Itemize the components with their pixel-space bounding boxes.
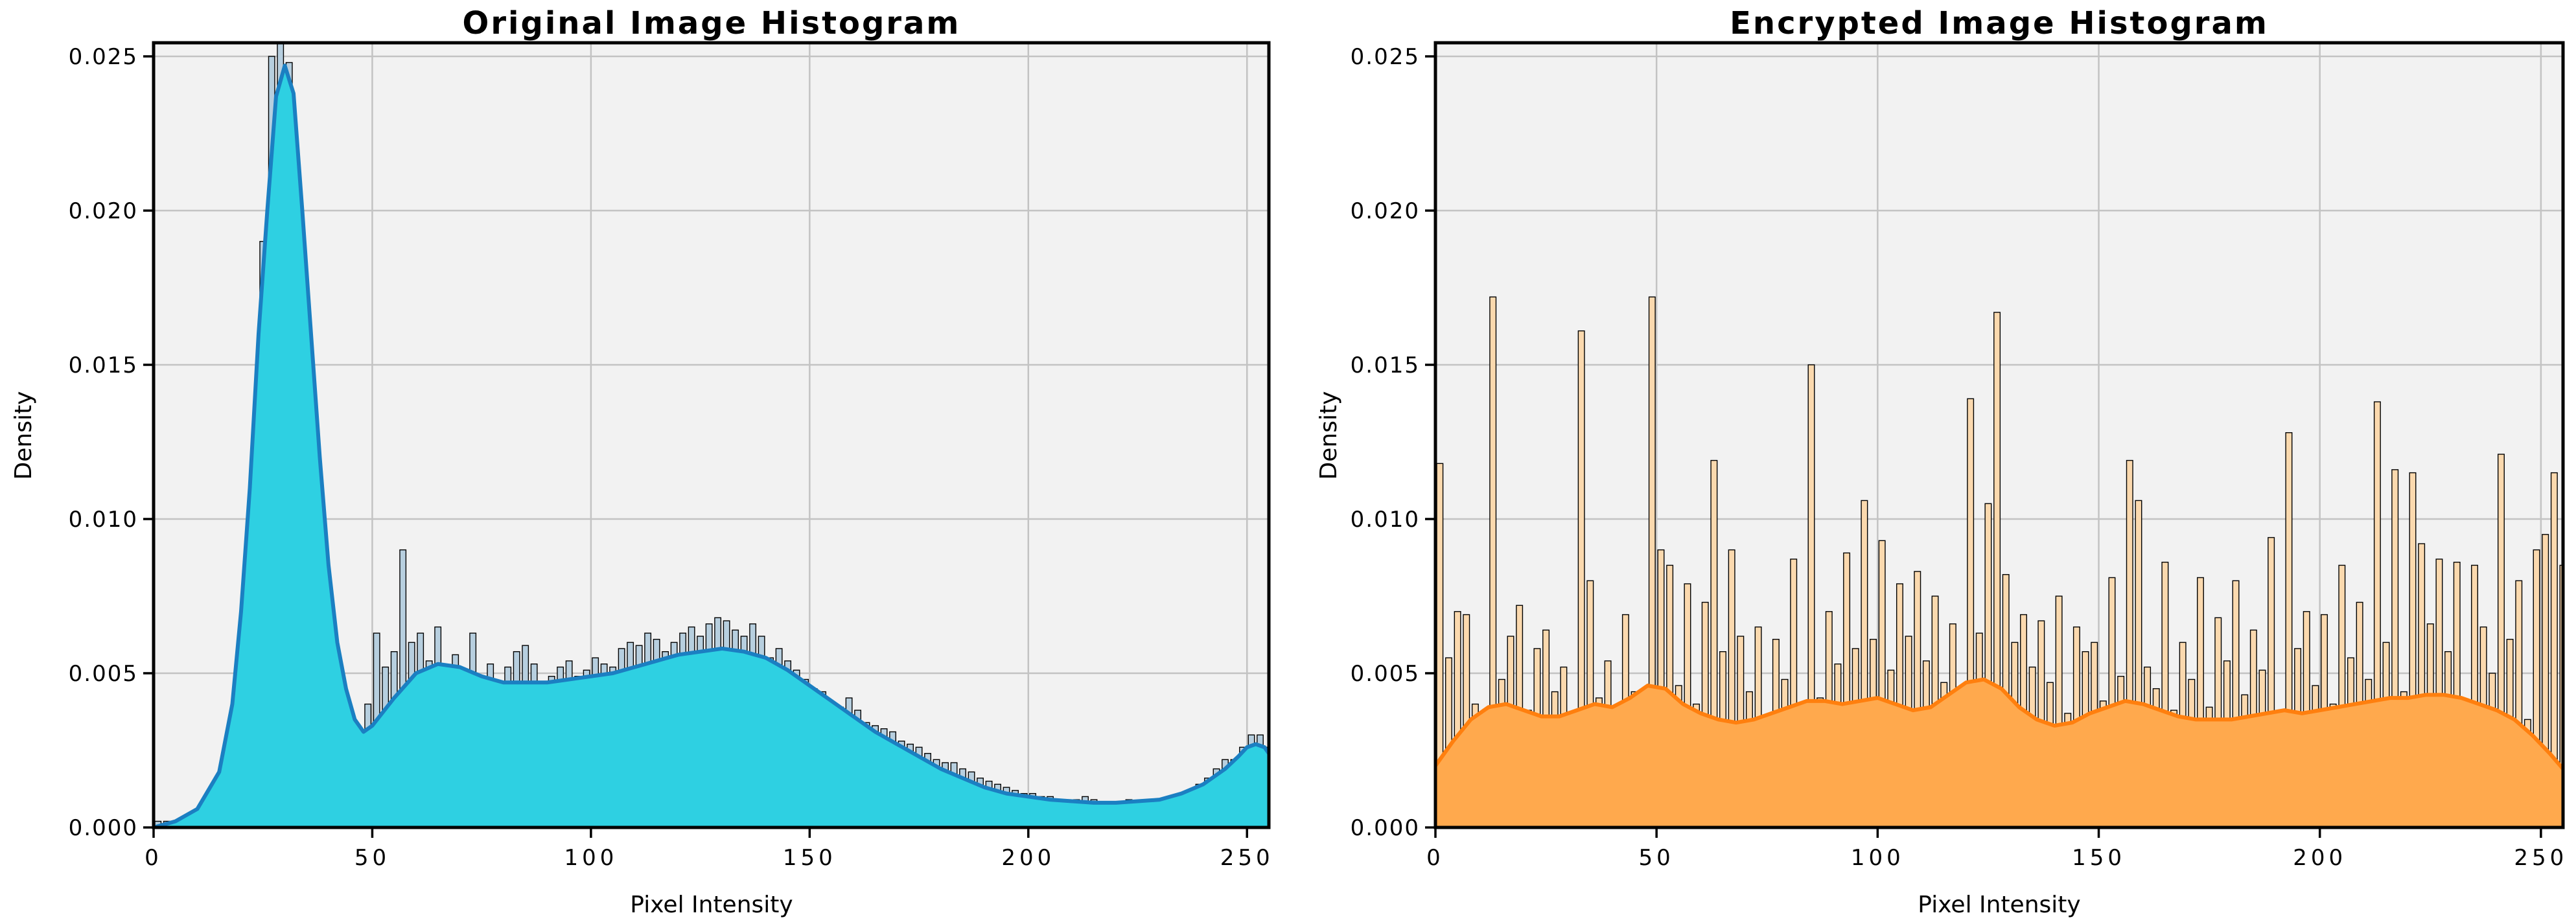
y-tick-label: 0.020 xyxy=(1351,198,1420,224)
y-tick-label: 0.015 xyxy=(1351,352,1420,378)
x-tick-label: 150 xyxy=(2072,845,2126,871)
encrypted-histogram-panel: 0 50 100 150 200 250 0.000 0.005 0.010 0.015 0.020… xyxy=(1316,5,2568,918)
histogram-bar xyxy=(1878,540,1886,827)
x-tick-label: 50 xyxy=(354,845,390,871)
encrypted-histogram-title: Encrypted Image Histogram xyxy=(1730,5,2269,41)
histogram-bar xyxy=(2232,580,2240,827)
histogram-bar xyxy=(2285,432,2293,827)
kde-area xyxy=(1435,679,2563,827)
x-tick-label: 100 xyxy=(1851,845,1905,871)
x-tick-label: 50 xyxy=(1639,845,1675,871)
y-tick-label: 0.020 xyxy=(69,198,138,224)
histogram-bar xyxy=(1454,611,1461,827)
histogram-bar xyxy=(2409,472,2417,827)
kde-line xyxy=(154,64,1269,827)
y-tick-label: 0.005 xyxy=(69,661,138,687)
x-tick-label: 200 xyxy=(2293,845,2347,871)
y-tick-label: 0.005 xyxy=(1351,661,1420,687)
histogram-bar xyxy=(2196,577,2204,827)
histogram-bar xyxy=(2515,580,2523,827)
original-histogram-panel: 0 50 100 150 200 250 0.000 0.005 0.010 0.015 0.020… xyxy=(10,5,1274,918)
kde-layer xyxy=(1435,677,2563,827)
y-tick-label: 0.000 xyxy=(69,815,138,841)
histogram-bar xyxy=(2418,543,2426,827)
histogram-bar xyxy=(2135,500,2142,827)
histogram-bar xyxy=(1577,330,1585,827)
y-tick-label: 0.025 xyxy=(1351,44,1420,70)
histogram-bar xyxy=(1861,500,1868,827)
histogram-bar xyxy=(2161,561,2169,827)
histogram-bar xyxy=(2126,459,2133,827)
y-tick-label: 0.010 xyxy=(69,507,138,533)
kde-area xyxy=(154,65,1269,827)
axes-spines xyxy=(1433,41,2565,829)
histogram-bar xyxy=(2268,537,2275,827)
histogram-bar xyxy=(1967,398,1975,827)
y-tick-label: 0.015 xyxy=(69,352,138,378)
histogram-bar xyxy=(1807,364,1815,827)
kde-layer xyxy=(154,64,1269,827)
x-tick-label: 250 xyxy=(1220,845,1274,871)
x-tick-label: 0 xyxy=(145,845,163,871)
histogram-bar xyxy=(2338,564,2346,827)
original-yaxis-label: Density xyxy=(10,391,37,480)
histogram-bar xyxy=(2373,401,2381,827)
histogram-bar xyxy=(2542,534,2549,827)
histogram-bar xyxy=(1984,503,1992,827)
encrypted-yaxis-label: Density xyxy=(1316,391,1342,480)
y-tick-label: 0.010 xyxy=(1351,507,1420,533)
encrypted-xaxis-label: Pixel Intensity xyxy=(1918,892,2080,918)
x-tick-label: 0 xyxy=(1426,845,1445,871)
histogram-bar xyxy=(1843,552,1851,827)
axes-spines xyxy=(152,41,1271,829)
y-tick-label: 0.025 xyxy=(69,44,138,70)
x-tick-label: 100 xyxy=(564,845,618,871)
x-tick-label: 200 xyxy=(1001,845,1055,871)
histogram-bar xyxy=(2055,595,2063,827)
x-tick-label: 250 xyxy=(2514,845,2568,871)
histogram-bar xyxy=(1710,459,1718,827)
kde-line xyxy=(1435,677,2563,770)
x-tick-label: 150 xyxy=(783,845,837,871)
histogram-bar xyxy=(2550,472,2558,827)
histogram-bar xyxy=(2391,469,2399,827)
original-histogram-title: Original Image Histogram xyxy=(463,5,961,41)
histogram-bar xyxy=(1790,559,1798,827)
histogram-bar xyxy=(2471,564,2479,827)
y-tick-label: 0.000 xyxy=(1351,815,1420,841)
original-xaxis-label: Pixel Intensity xyxy=(630,892,793,918)
histogram-bar xyxy=(2497,454,2505,827)
